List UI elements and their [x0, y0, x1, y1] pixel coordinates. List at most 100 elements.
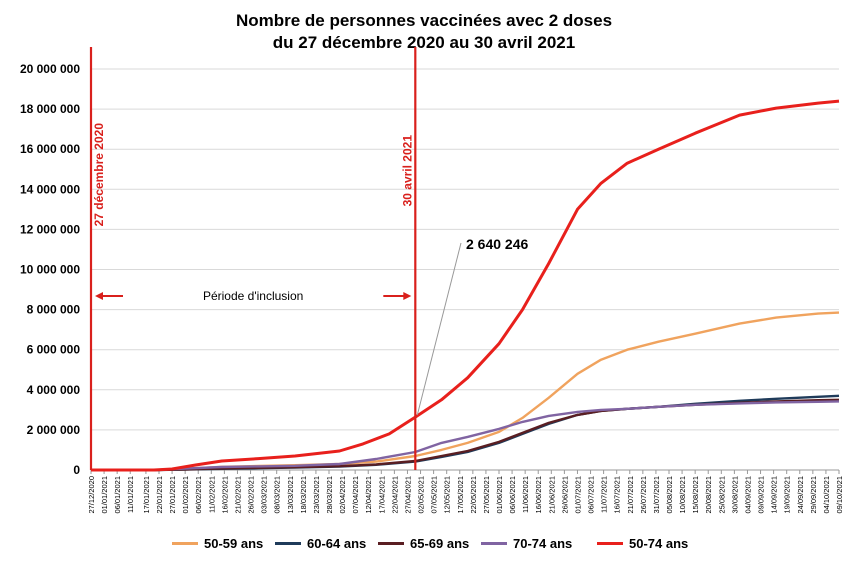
start-date-label: 27 décembre 2020 [92, 123, 106, 227]
x-tick-label: 01/02/2021 [181, 476, 190, 514]
x-tick-label: 09/09/2021 [757, 476, 766, 514]
x-axis-ticks: 27/12/2020 01/01/2021 06/01/2021 11/01/2021… [87, 470, 844, 514]
x-tick-label: 03/03/2021 [260, 476, 269, 514]
chart-title-line-2: du 27 décembre 2020 au 30 avril 2021 [272, 33, 576, 52]
x-tick-label: 06/02/2021 [194, 476, 203, 514]
x-tick-label: 21/06/2021 [547, 476, 556, 514]
x-tick-label: 23/03/2021 [312, 476, 321, 514]
x-tick-label: 01/01/2021 [100, 476, 109, 514]
annotations: 27 décembre 2020 30 avril 2021 Période d'i… [92, 123, 528, 416]
y-tick-label: 14 000 000 [20, 182, 80, 196]
legend-item: 60-64 ans [275, 533, 366, 553]
series-line-60-64-ans [91, 394, 840, 472]
x-tick-label: 16/07/2021 [613, 476, 622, 514]
x-tick-label: 20/08/2021 [704, 476, 713, 514]
x-tick-label: 26/07/2021 [639, 476, 648, 514]
x-tick-label: 14/09/2021 [770, 476, 779, 514]
y-axis-ticks: 0 2 000 000 4 000 000 6 000 000 8 000 000 10 … [20, 62, 80, 477]
x-tick-label: 18/03/2021 [299, 476, 308, 514]
series-line-50-59-ans [91, 311, 840, 472]
y-tick-label: 16 000 000 [20, 142, 80, 156]
x-tick-label: 12/05/2021 [443, 476, 452, 514]
x-tick-label: 27/05/2021 [482, 476, 491, 514]
x-tick-label: 26/06/2021 [560, 476, 569, 514]
x-tick-label: 30/08/2021 [730, 476, 739, 514]
x-tick-label: 21/07/2021 [626, 476, 635, 514]
x-tick-label: 11/07/2021 [600, 476, 609, 513]
x-tick-label: 07/05/2021 [430, 476, 439, 514]
x-tick-label: 21/02/2021 [233, 476, 242, 514]
x-tick-label: 17/04/2021 [377, 476, 386, 514]
x-tick-label: 08/03/2021 [273, 476, 282, 514]
x-tick-label: 22/01/2021 [155, 476, 164, 514]
series-line-70-74-ans [91, 400, 840, 472]
x-tick-label: 12/04/2021 [364, 476, 373, 514]
y-tick-label: 0 [73, 463, 80, 477]
y-tick-label: 6 000 000 [27, 343, 81, 357]
x-tick-label: 24/09/2021 [796, 476, 805, 514]
legend-label: 70-74 ans [513, 535, 573, 551]
y-tick-label: 12 000 000 [20, 222, 80, 236]
x-tick-label: 02/05/2021 [417, 476, 426, 514]
x-tick-label: 15/08/2021 [691, 476, 700, 514]
x-tick-label: 17/05/2021 [456, 476, 465, 514]
series-line-65-69-ans [91, 398, 840, 472]
period-label: Période d'inclusion [203, 289, 303, 303]
x-tick-label: 31/07/2021 [652, 476, 661, 514]
x-tick-label: 06/01/2021 [113, 476, 122, 514]
x-tick-label: 22/05/2021 [469, 476, 478, 514]
series-lines [91, 99, 840, 472]
legend-swatch [481, 541, 507, 545]
y-tick-label: 8 000 000 [27, 303, 81, 317]
callout-value: 2 640 246 [466, 236, 528, 252]
x-tick-label: 06/06/2021 [508, 476, 517, 514]
x-tick-label: 27/12/2020 [87, 476, 96, 514]
x-tick-label: 06/07/2021 [587, 476, 596, 514]
end-date-label: 30 avril 2021 [400, 135, 414, 207]
y-tick-label: 4 000 000 [27, 383, 81, 397]
x-tick-label: 10/08/2021 [678, 476, 687, 514]
chart-title-line-1: Nombre de personnes vaccinées avec 2 dos… [235, 11, 613, 30]
legend-item: 70-74 ans [481, 533, 572, 553]
x-tick-label: 11/02/2021 [207, 476, 216, 513]
x-tick-label: 22/04/2021 [390, 476, 399, 514]
x-tick-label: 11/06/2021 [521, 476, 530, 513]
legend-item: 50-59 ans [172, 533, 263, 553]
x-tick-label: 04/09/2021 [743, 476, 752, 514]
x-tick-label: 29/09/2021 [809, 476, 818, 514]
x-tick-label: 07/04/2021 [351, 476, 360, 514]
legend-item: 50-74 ans [597, 533, 688, 553]
x-tick-label: 02/04/2021 [338, 476, 347, 514]
y-tick-label: 2 000 000 [27, 423, 81, 437]
legend-swatch [172, 541, 198, 545]
legend-item: 65-69 ans [378, 533, 469, 553]
y-tick-label: 20 000 000 [20, 62, 80, 76]
y-tick-label: 18 000 000 [20, 102, 80, 116]
legend-label: 60-64 ans [307, 535, 367, 551]
y-tick-label: 10 000 000 [20, 263, 80, 277]
legend-swatch [597, 541, 623, 545]
vertical-markers [89, 47, 417, 470]
x-tick-label: 17/01/2021 [142, 476, 151, 514]
x-tick-label: 05/08/2021 [665, 476, 674, 514]
legend-label: 50-59 ans [204, 535, 264, 551]
x-tick-label: 27/04/2021 [403, 476, 412, 514]
x-tick-label: 01/07/2021 [573, 476, 582, 514]
x-tick-label: 25/08/2021 [717, 476, 726, 514]
x-tick-label: 27/01/2021 [168, 476, 177, 514]
x-tick-label: 13/03/2021 [286, 476, 295, 514]
legend-label: 65-69 ans [410, 535, 470, 551]
arrow-left-head [95, 292, 103, 300]
x-tick-label: 16/02/2021 [220, 476, 229, 514]
x-tick-label: 04/10/2021 [822, 476, 831, 514]
x-tick-label: 19/09/2021 [783, 476, 792, 514]
x-tick-label: 09/10/2021 [835, 476, 844, 514]
legend: 50-59 ans 60-64 ans 65-69 ans 70-74 ans 50-7… [0, 533, 848, 553]
legend-swatch [275, 541, 301, 545]
x-tick-label: 01/06/2021 [495, 476, 504, 514]
callout-leader [416, 242, 462, 416]
legend-label: 50-74 ans [629, 535, 689, 551]
x-tick-label: 16/06/2021 [534, 476, 543, 514]
